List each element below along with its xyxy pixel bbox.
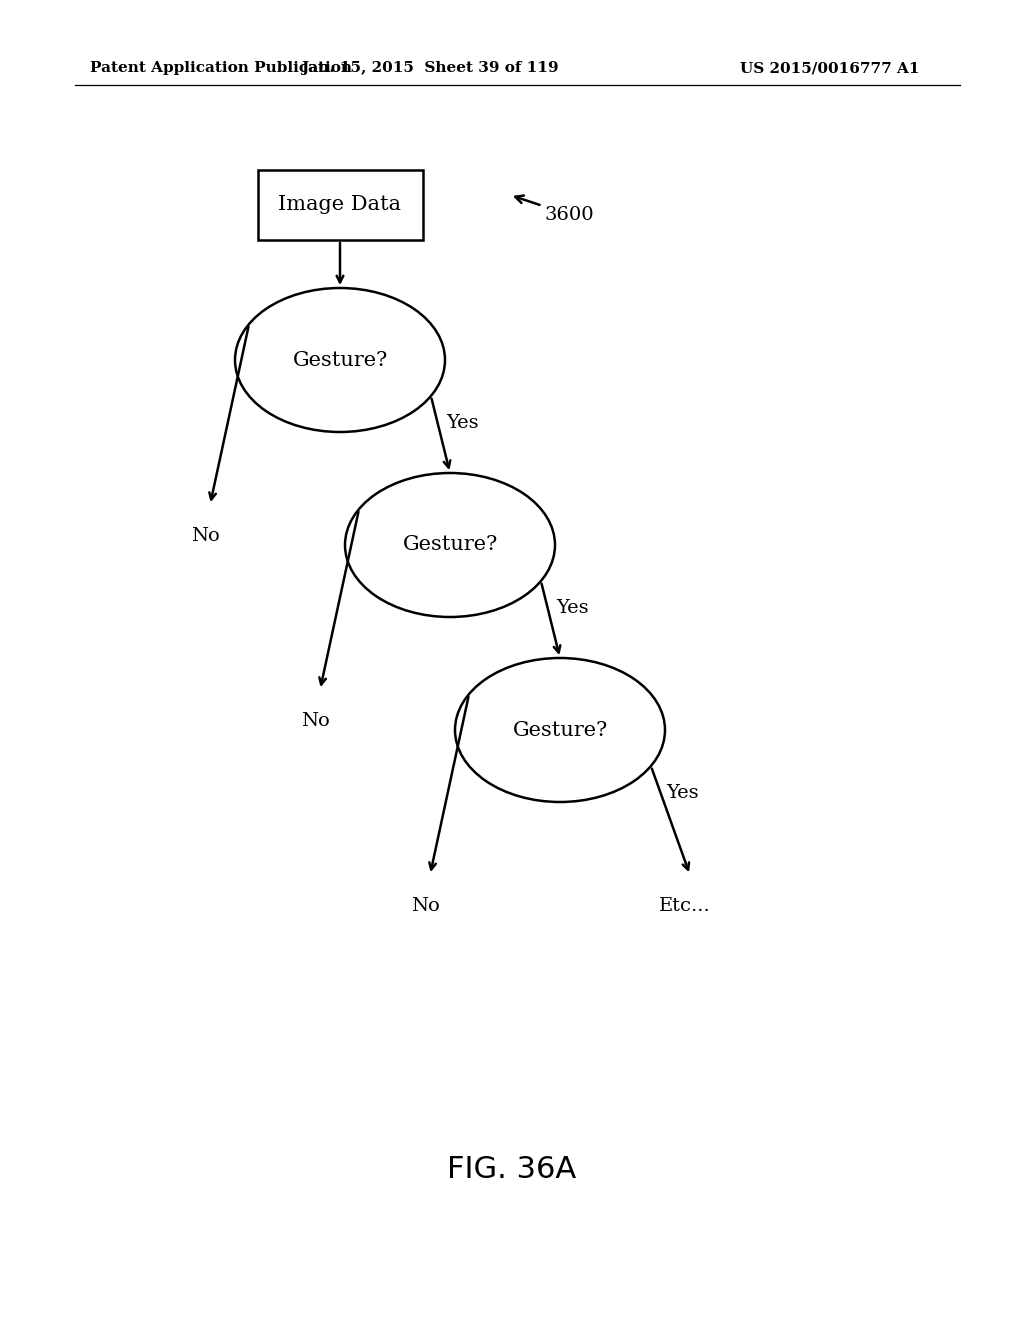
Text: US 2015/0016777 A1: US 2015/0016777 A1 (740, 61, 920, 75)
Ellipse shape (455, 657, 665, 803)
Text: Patent Application Publication: Patent Application Publication (90, 61, 352, 75)
Text: Gesture?: Gesture? (402, 536, 498, 554)
Ellipse shape (345, 473, 555, 616)
Text: FIG. 36A: FIG. 36A (447, 1155, 577, 1184)
Text: Yes: Yes (445, 414, 478, 432)
Text: No: No (301, 711, 330, 730)
Text: Etc...: Etc... (659, 898, 711, 915)
Text: No: No (411, 898, 439, 915)
Text: Gesture?: Gesture? (293, 351, 388, 370)
Text: Yes: Yes (556, 599, 589, 616)
Text: 3600: 3600 (515, 195, 595, 224)
Text: Gesture?: Gesture? (512, 721, 607, 739)
Text: Yes: Yes (666, 784, 698, 803)
Text: Image Data: Image Data (279, 195, 401, 214)
Text: No: No (190, 527, 219, 545)
Bar (257, 170, 423, 240)
Ellipse shape (234, 288, 445, 432)
Text: Jan. 15, 2015  Sheet 39 of 119: Jan. 15, 2015 Sheet 39 of 119 (301, 61, 559, 75)
